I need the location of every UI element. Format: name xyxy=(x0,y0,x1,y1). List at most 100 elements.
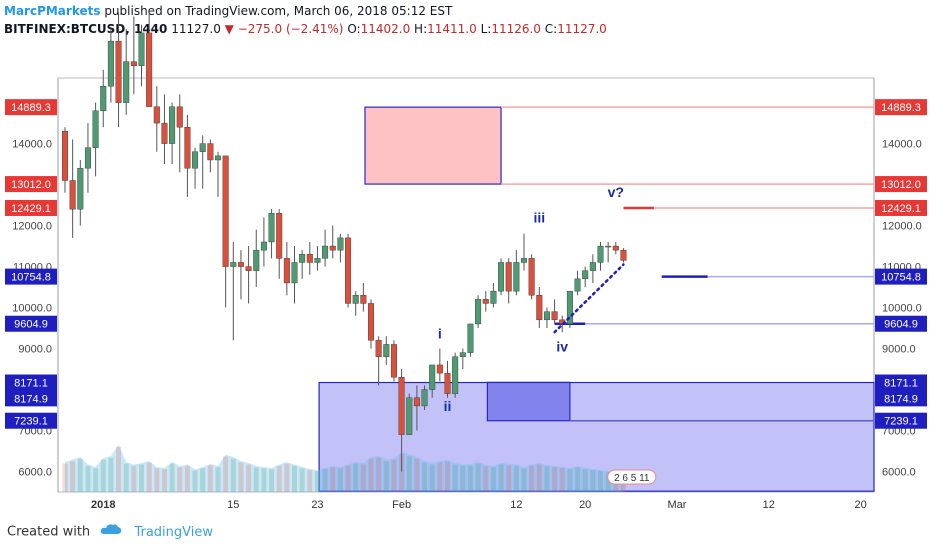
volume-bar xyxy=(261,468,267,492)
candle-body xyxy=(444,372,451,394)
candle-body xyxy=(459,352,466,357)
candle-body xyxy=(299,254,306,263)
candle-body xyxy=(92,110,99,148)
volume-bar xyxy=(399,454,405,492)
candle-body xyxy=(276,213,283,259)
publish-line: MarcPMarkets published on TradingView.co… xyxy=(4,3,904,19)
volume-bar xyxy=(368,458,374,492)
candle-body xyxy=(207,143,214,161)
volume-bar xyxy=(460,465,466,492)
volume-bar xyxy=(330,467,336,492)
x-tick-label: 2018 xyxy=(91,499,115,511)
candle-body xyxy=(345,237,352,304)
close-value: 11127.0 xyxy=(557,22,607,36)
price-level-badge xyxy=(5,268,57,285)
candle-body xyxy=(543,311,550,321)
volume-bar xyxy=(559,468,565,492)
candle-body xyxy=(314,258,321,263)
y-tick-label: 10000.0 xyxy=(882,303,922,315)
volume-bar xyxy=(184,465,190,492)
volume-bar xyxy=(429,464,435,492)
price-level-badge xyxy=(5,199,57,216)
candle-body xyxy=(329,245,336,251)
volume-bar xyxy=(85,465,91,492)
volume-bar xyxy=(322,469,328,492)
candle-body xyxy=(100,85,107,111)
x-tick-label: 20 xyxy=(854,499,866,511)
price-level-value: 8174.9 xyxy=(14,393,48,405)
candle-body xyxy=(406,397,413,435)
candle-body xyxy=(605,245,612,248)
candle-body xyxy=(536,295,543,321)
volume-bar xyxy=(100,459,106,492)
volume-bar xyxy=(131,465,137,492)
price-level-value: 13012.0 xyxy=(881,179,921,191)
candle-body xyxy=(130,61,137,66)
tradingview-brand-link[interactable]: TradingView xyxy=(134,524,213,540)
volume-bar xyxy=(108,457,114,492)
price-change: −275.0 (−2.41%) xyxy=(237,22,344,36)
candle-body xyxy=(84,147,91,169)
price-level-value: 10754.8 xyxy=(11,272,51,284)
close-label: C: xyxy=(544,22,558,36)
price-level-badge xyxy=(875,390,927,407)
volume-bar xyxy=(223,456,229,492)
candle-body xyxy=(138,32,145,66)
economic-events-badge xyxy=(607,469,657,485)
volume-bar xyxy=(177,467,183,492)
volume-bar xyxy=(238,462,244,492)
y-tick-label: 10000.0 xyxy=(12,303,52,315)
price-level-value: 8171.1 xyxy=(14,378,48,390)
volume-bar xyxy=(62,463,68,492)
price-level-value: 13012.0 xyxy=(11,179,51,191)
candle-body xyxy=(528,258,535,296)
author-link[interactable]: MarcPMarkets xyxy=(4,4,101,18)
x-tick-label: Mar xyxy=(668,499,687,511)
volume-bar xyxy=(490,467,496,492)
price-level-badge xyxy=(875,315,927,332)
price-level-badge xyxy=(5,374,57,391)
volume-bar xyxy=(70,461,76,492)
candle-body xyxy=(268,213,275,243)
price-level-value: 14889.3 xyxy=(11,102,51,114)
volume-bar xyxy=(452,464,458,492)
created-with-text: Created with xyxy=(7,524,91,540)
candle-body xyxy=(153,106,160,124)
published-text: published on TradingView.com, March 06, … xyxy=(100,4,453,18)
candle-body xyxy=(169,106,176,144)
volume-bar xyxy=(544,466,550,492)
volume-bar xyxy=(513,465,519,492)
candle-body xyxy=(612,245,619,251)
wave-label: v? xyxy=(608,184,624,200)
candle-body xyxy=(498,262,505,292)
volume-bar xyxy=(284,463,290,492)
candle-body xyxy=(230,262,237,267)
high-value: 11411.0 xyxy=(427,22,477,36)
x-tick-label: Feb xyxy=(392,499,411,511)
candle-body xyxy=(375,340,382,357)
volume-bar xyxy=(269,469,275,492)
open-value: 11402.0 xyxy=(360,22,411,36)
candle-body xyxy=(467,323,474,353)
x-tick-label: 12 xyxy=(763,499,775,511)
candle-body xyxy=(398,377,405,435)
candle-body xyxy=(199,143,206,152)
wave-label: i xyxy=(438,325,442,341)
candle-body xyxy=(222,155,229,267)
price-level-value: 8171.1 xyxy=(884,378,918,390)
volume-bar xyxy=(445,461,450,492)
candle-body xyxy=(383,344,390,357)
volume-bar xyxy=(414,458,420,492)
candle-body xyxy=(245,266,252,271)
candle-body xyxy=(337,237,344,251)
ohlc-line: BITFINEX:BTCUSD, 1440 11127.0 ▼ −275.0 (… xyxy=(4,20,904,38)
volume-bar xyxy=(437,462,443,492)
candle-body xyxy=(436,364,443,374)
volume-bar xyxy=(253,467,259,492)
candle-body xyxy=(521,258,528,263)
volume-bar xyxy=(314,471,320,492)
chart-header: MarcPMarkets published on TradingView.co… xyxy=(4,3,904,38)
high-label: H: xyxy=(414,22,428,36)
price-level-badge xyxy=(875,374,927,391)
